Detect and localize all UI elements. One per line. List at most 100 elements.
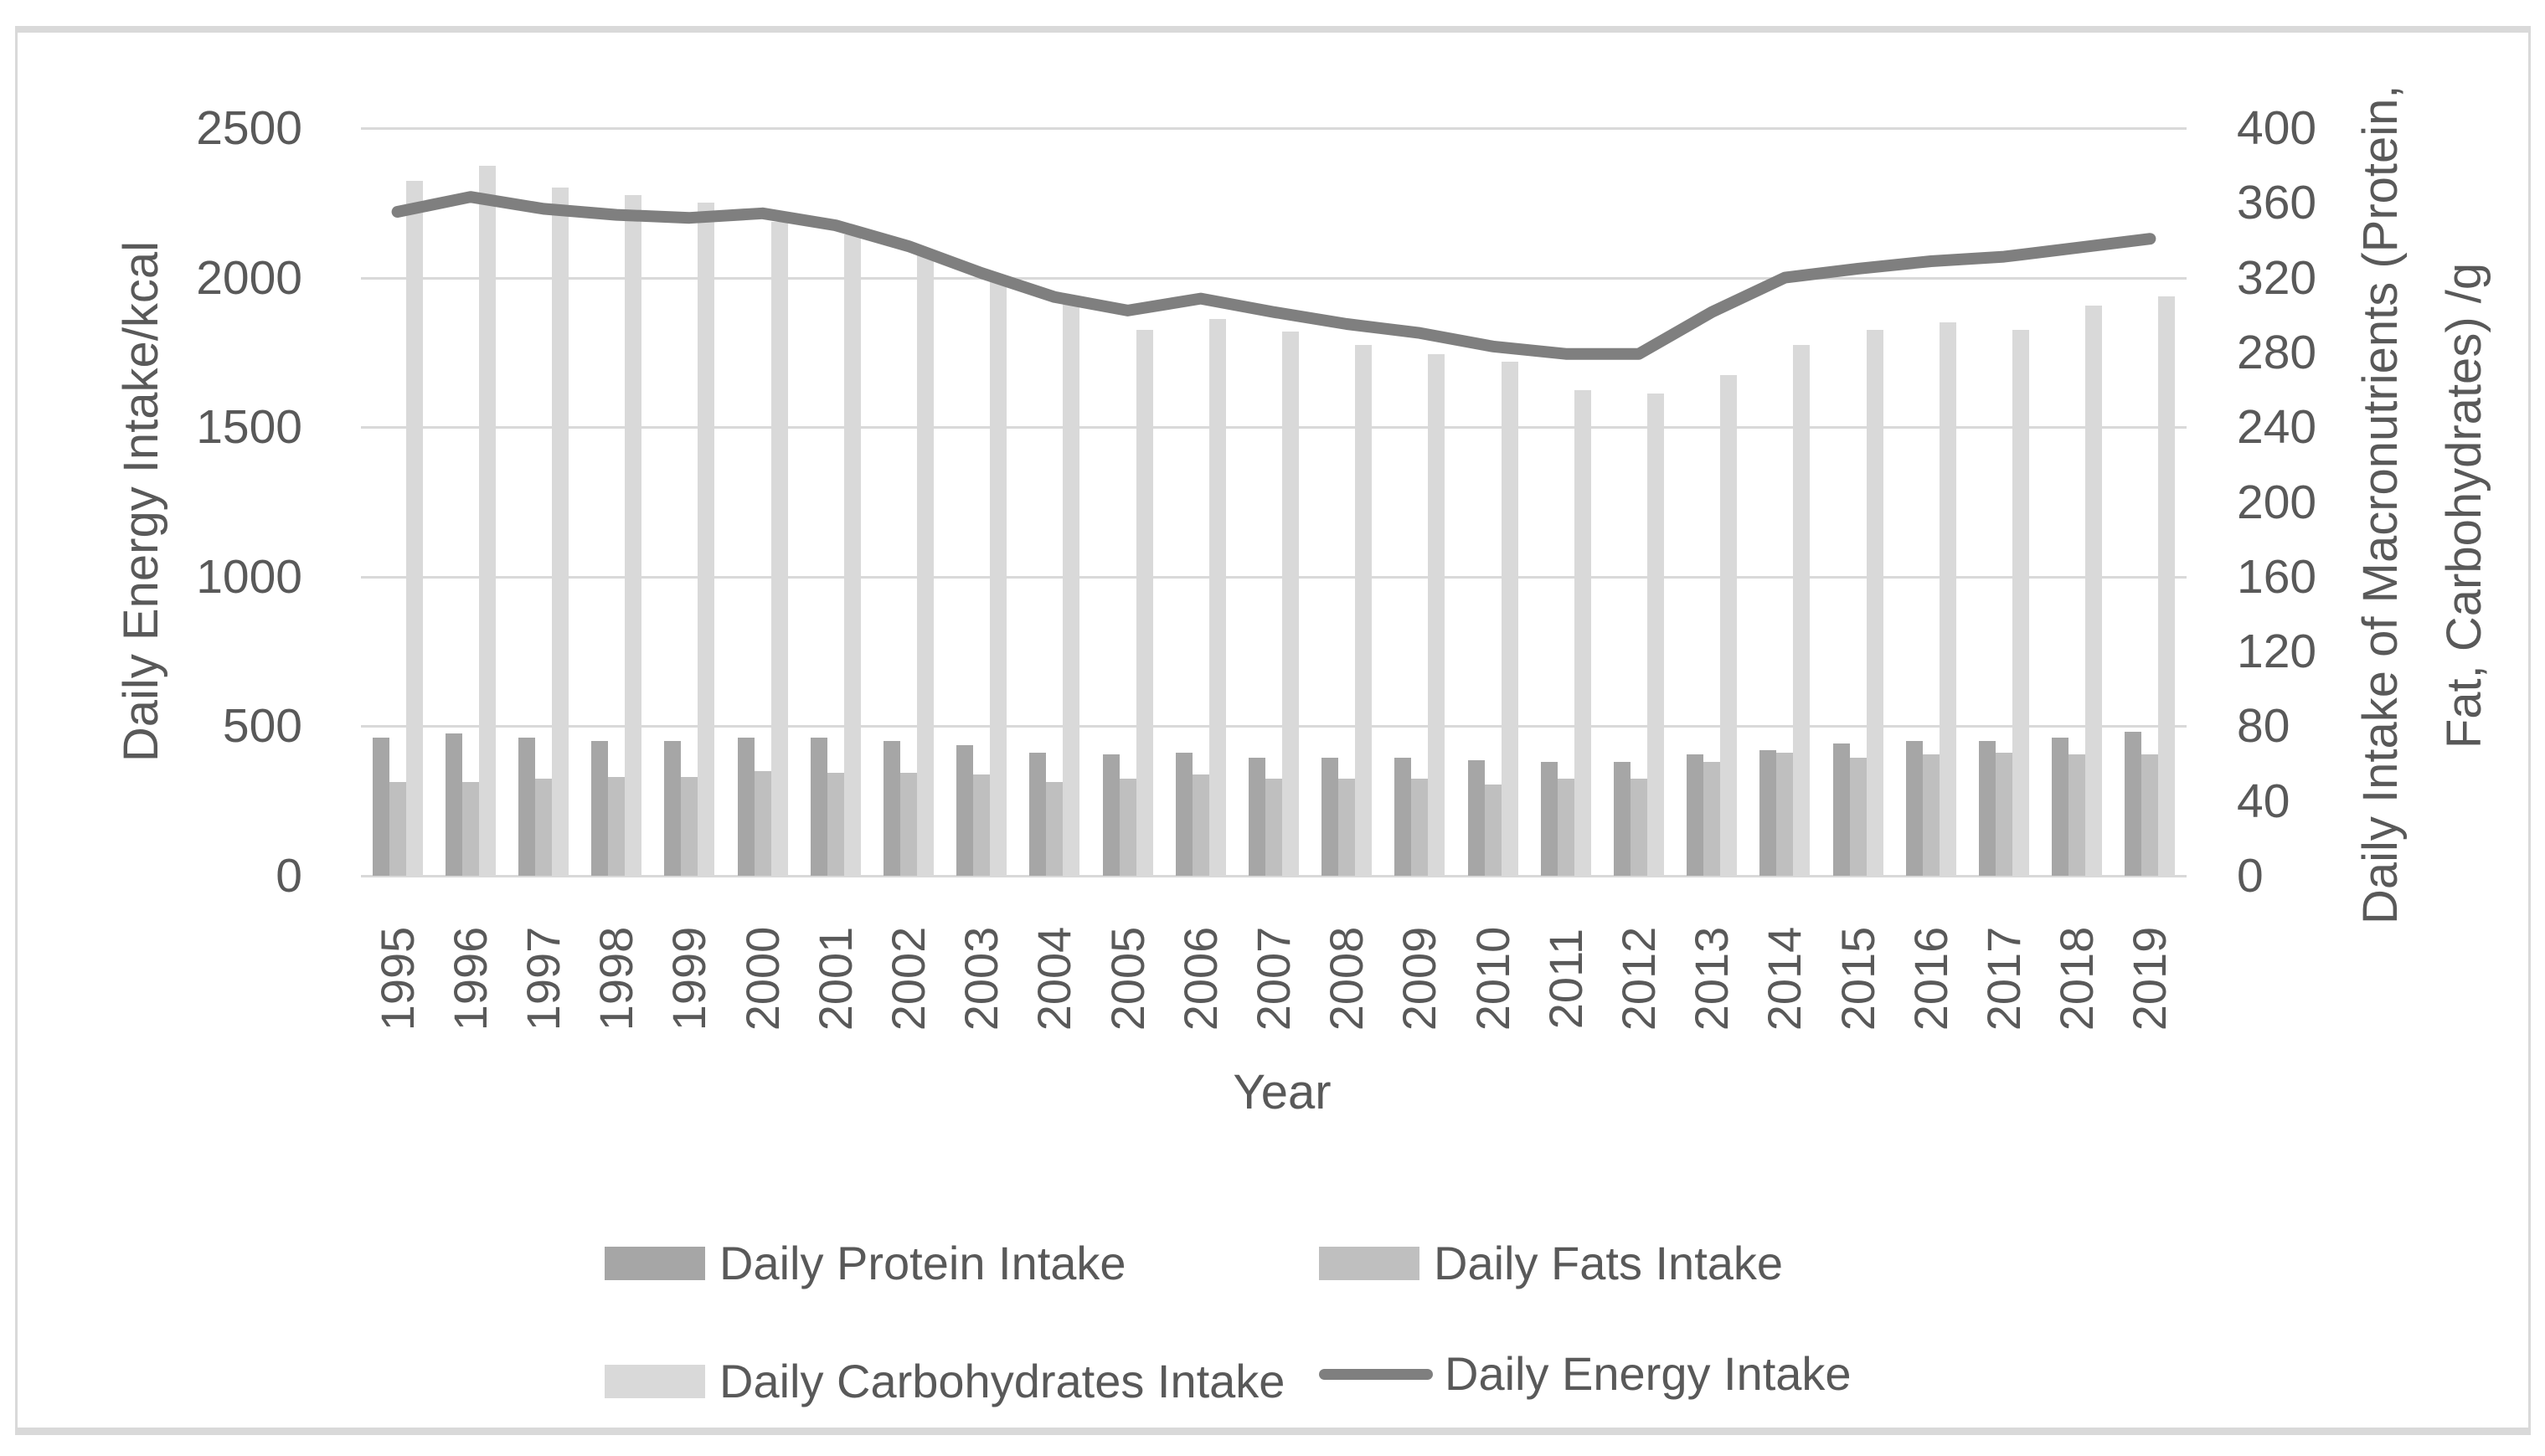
x-tick-2015: 2015	[1831, 926, 1884, 1032]
bar-daily-carbohydrates-intake-2005	[1136, 330, 1153, 876]
bar-daily-protein-intake-2005	[1102, 754, 1120, 876]
x-tick-2019: 2019	[2123, 926, 2177, 1032]
bar-daily-carbohydrates-intake-2011	[1574, 389, 1591, 876]
bar-daily-fats-intake-2013	[1703, 761, 1721, 876]
legend-label-carbs: Daily Carbohydrates Intake	[719, 1355, 1285, 1407]
bar-daily-protein-intake-1998	[591, 741, 609, 876]
x-tick-2005: 2005	[1100, 926, 1154, 1032]
bar-daily-protein-intake-1999	[664, 741, 682, 876]
bar-daily-carbohydrates-intake-1995	[405, 180, 423, 876]
energy-line-swatch	[1319, 1369, 1433, 1380]
right-axis-tick: 320	[2237, 250, 2317, 305]
x-tick-2011: 2011	[1538, 928, 1592, 1030]
legend-label-energy: Daily Energy Intake	[1445, 1347, 1852, 1400]
right-axis-tick: 400	[2237, 101, 2317, 155]
bar-daily-carbohydrates-intake-1998	[625, 195, 642, 876]
left-axis-tick: 2500	[196, 101, 302, 155]
bar-daily-carbohydrates-intake-2013	[1720, 374, 1738, 876]
x-tick-2016: 2016	[1904, 926, 1957, 1032]
bar-daily-protein-intake-2016	[1905, 741, 1923, 876]
bar-daily-protein-intake-2018	[2052, 737, 2069, 876]
bar-daily-protein-intake-2019	[2125, 732, 2142, 876]
bar-daily-carbohydrates-intake-2006	[1208, 318, 1226, 876]
bar-daily-fats-intake-2000	[754, 770, 771, 876]
bar-daily-fats-intake-2011	[1557, 778, 1574, 876]
x-tick-2017: 2017	[1977, 926, 2030, 1032]
x-axis-line	[361, 875, 2187, 877]
left-axis-tick: 500	[222, 699, 302, 754]
x-tick-2014: 2014	[1758, 926, 1811, 1032]
bar-daily-protein-intake-1996	[445, 733, 462, 876]
gridline	[361, 426, 2187, 430]
bar-daily-fats-intake-2002	[900, 773, 917, 876]
bar-daily-carbohydrates-intake-2003	[990, 281, 1007, 876]
bar-daily-fats-intake-2014	[1776, 752, 1794, 876]
bar-daily-carbohydrates-intake-2007	[1282, 332, 1299, 876]
protein-swatch	[605, 1247, 705, 1280]
bar-daily-fats-intake-2004	[1046, 782, 1064, 876]
x-tick-1995: 1995	[370, 926, 424, 1032]
left-axis-title: Daily Energy Intake/kcal	[114, 240, 168, 763]
left-axis-tick: 2000	[196, 250, 302, 305]
bar-daily-fats-intake-2008	[1338, 778, 1356, 876]
bar-daily-protein-intake-2009	[1394, 758, 1412, 876]
x-tick-1997: 1997	[517, 926, 569, 1032]
x-tick-1998: 1998	[590, 926, 643, 1032]
x-tick-1996: 1996	[443, 926, 497, 1032]
gridline	[361, 127, 2187, 130]
legend-label-fats: Daily Fats Intake	[1434, 1237, 1784, 1289]
x-tick-2004: 2004	[1028, 926, 1081, 1032]
bar-daily-carbohydrates-intake-1997	[552, 188, 569, 876]
bar-daily-protein-intake-2011	[1540, 761, 1558, 876]
energy-line	[391, 191, 2156, 360]
right-axis-title: Daily Intake of Macronutrients (Protein,…	[2339, 85, 2506, 924]
bar-daily-protein-intake-2006	[1175, 752, 1193, 876]
gridline	[361, 276, 2187, 280]
bar-daily-protein-intake-2015	[1832, 743, 1850, 876]
bar-daily-protein-intake-2012	[1614, 761, 1631, 876]
bar-daily-carbohydrates-intake-2015	[1866, 330, 1883, 876]
bar-daily-carbohydrates-intake-2014	[1793, 344, 1811, 876]
right-axis-tick: 200	[2237, 475, 2317, 529]
x-tick-2006: 2006	[1173, 926, 1227, 1032]
x-axis-title: Year	[1233, 1065, 1332, 1119]
bar-daily-protein-intake-2008	[1321, 758, 1339, 876]
bar-daily-carbohydrates-intake-2019	[2158, 296, 2176, 876]
bar-daily-fats-intake-2012	[1631, 778, 1647, 876]
bar-daily-protein-intake-1995	[372, 737, 389, 876]
bar-daily-protein-intake-2017	[1979, 741, 1996, 876]
x-tick-2012: 2012	[1612, 926, 1665, 1032]
right-axis-title-line-2: Fat, Carbohydrates) /g	[2437, 262, 2491, 749]
bar-daily-carbohydrates-intake-2000	[770, 221, 788, 876]
fats-swatch	[1319, 1247, 1419, 1280]
x-tick-2013: 2013	[1685, 926, 1739, 1032]
right-axis-tick: 120	[2237, 625, 2317, 679]
bar-daily-fats-intake-1995	[389, 782, 406, 876]
legend-label-protein: Daily Protein Intake	[719, 1237, 1126, 1289]
right-axis-tick: 40	[2237, 774, 2290, 828]
bar-daily-fats-intake-2018	[2068, 754, 2086, 876]
bar-daily-carbohydrates-intake-2018	[2085, 306, 2103, 876]
bar-daily-carbohydrates-intake-2002	[917, 253, 934, 876]
bar-daily-protein-intake-2014	[1759, 750, 1777, 876]
bar-daily-fats-intake-2019	[2141, 754, 2159, 876]
bar-daily-carbohydrates-intake-2016	[1939, 322, 1956, 876]
x-tick-2001: 2001	[808, 926, 862, 1032]
bar-daily-fats-intake-2006	[1192, 774, 1209, 876]
carbohydrates-swatch	[605, 1365, 705, 1398]
right-axis-tick: 0	[2237, 849, 2264, 903]
bar-daily-fats-intake-1997	[535, 778, 552, 876]
bar-daily-carbohydrates-intake-2008	[1355, 344, 1373, 876]
x-tick-2009: 2009	[1393, 926, 1446, 1032]
gridline	[361, 725, 2187, 728]
bar-daily-fats-intake-2005	[1119, 778, 1136, 876]
x-tick-2003: 2003	[955, 926, 1008, 1032]
bar-daily-fats-intake-2016	[1922, 754, 1940, 876]
bar-daily-carbohydrates-intake-1999	[698, 203, 715, 876]
bar-daily-fats-intake-2007	[1265, 778, 1282, 876]
bar-daily-carbohydrates-intake-2001	[843, 234, 861, 876]
right-axis-tick: 80	[2237, 699, 2290, 754]
bar-daily-protein-intake-2007	[1249, 758, 1265, 876]
left-axis-tick: 1500	[196, 400, 302, 455]
